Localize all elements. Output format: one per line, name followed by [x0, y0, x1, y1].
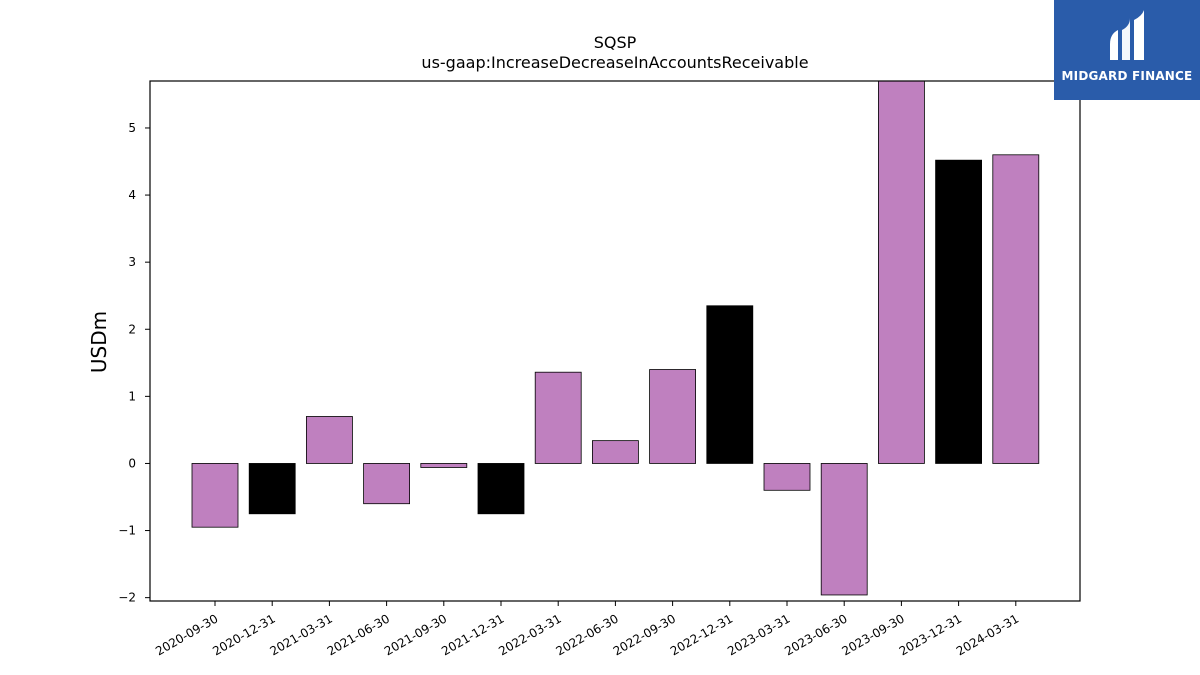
x-tick-label-2022-06-30: 2022-06-30: [553, 611, 620, 658]
plot-frame: [149, 80, 1081, 602]
x-tick-label-2021-12-31: 2021-12-31: [439, 611, 506, 658]
y-tick-label: 0: [128, 456, 136, 470]
bar-2021-06-30: [363, 463, 411, 505]
y-tick-label: 3: [128, 255, 136, 269]
bar-2020-09-30: [191, 463, 239, 528]
bar-2023-03-31: [763, 463, 811, 491]
bar-2022-03-31: [534, 371, 582, 464]
x-tick-label-2022-03-31: 2022-03-31: [496, 611, 563, 658]
y-tick-label: 4: [128, 188, 136, 202]
y-tick-label: 1: [128, 389, 136, 403]
logo-mark-icon: [1110, 10, 1144, 60]
bar-2023-09-30: [878, 80, 925, 464]
x-tick-label-2021-03-31: 2021-03-31: [267, 611, 334, 658]
x-tick-label-2021-06-30: 2021-06-30: [325, 611, 392, 658]
chart-subtitle: us-gaap:IncreaseDecreaseInAccountsReceiv…: [421, 53, 808, 72]
bar-2023-06-30: [820, 463, 868, 596]
x-tick-label-2022-12-31: 2022-12-31: [668, 611, 735, 658]
bar-2021-12-31: [477, 463, 525, 515]
bar-2020-12-31: [248, 463, 296, 515]
bar-2021-09-30: [420, 463, 468, 468]
x-tick-label-2023-06-30: 2023-06-30: [782, 611, 849, 658]
x-tick-label-2024-03-31: 2024-03-31: [954, 611, 1021, 658]
y-axis-label: USDm: [87, 311, 111, 373]
x-tick-label-2022-09-30: 2022-09-30: [611, 611, 678, 658]
bar-2024-03-31: [992, 154, 1040, 464]
bar-2023-12-31: [935, 159, 982, 464]
bar-2022-06-30: [592, 440, 639, 464]
chart-title: SQSP: [594, 33, 637, 52]
x-tick-label-2023-12-31: 2023-12-31: [897, 611, 964, 658]
bar-2022-09-30: [649, 369, 696, 464]
bar-2021-03-31: [305, 416, 353, 464]
y-tick-label: 5: [128, 121, 136, 135]
y-tick-label: 2: [128, 322, 136, 336]
x-tick-label-2020-12-31: 2020-12-31: [210, 611, 277, 658]
x-tick-label-2023-09-30: 2023-09-30: [839, 611, 906, 658]
x-tick-label-2023-03-31: 2023-03-31: [725, 611, 792, 658]
logo-text: MIDGARD FINANCE: [1061, 69, 1193, 83]
x-axis-ticks: 2020-09-302020-12-312021-03-312021-06-30…: [153, 601, 1021, 658]
midgard-finance-logo: MIDGARD FINANCE: [1054, 0, 1200, 100]
x-tick-label-2020-09-30: 2020-09-30: [153, 611, 220, 658]
bars-group: [191, 80, 1040, 596]
y-tick-label: −2: [118, 591, 136, 605]
x-tick-label-2021-09-30: 2021-09-30: [382, 611, 449, 658]
bar-2022-12-31: [706, 305, 754, 464]
y-axis-ticks: −2 −1 0 1 2 3 4 5: [118, 121, 150, 605]
y-tick-label: −1: [118, 524, 136, 538]
